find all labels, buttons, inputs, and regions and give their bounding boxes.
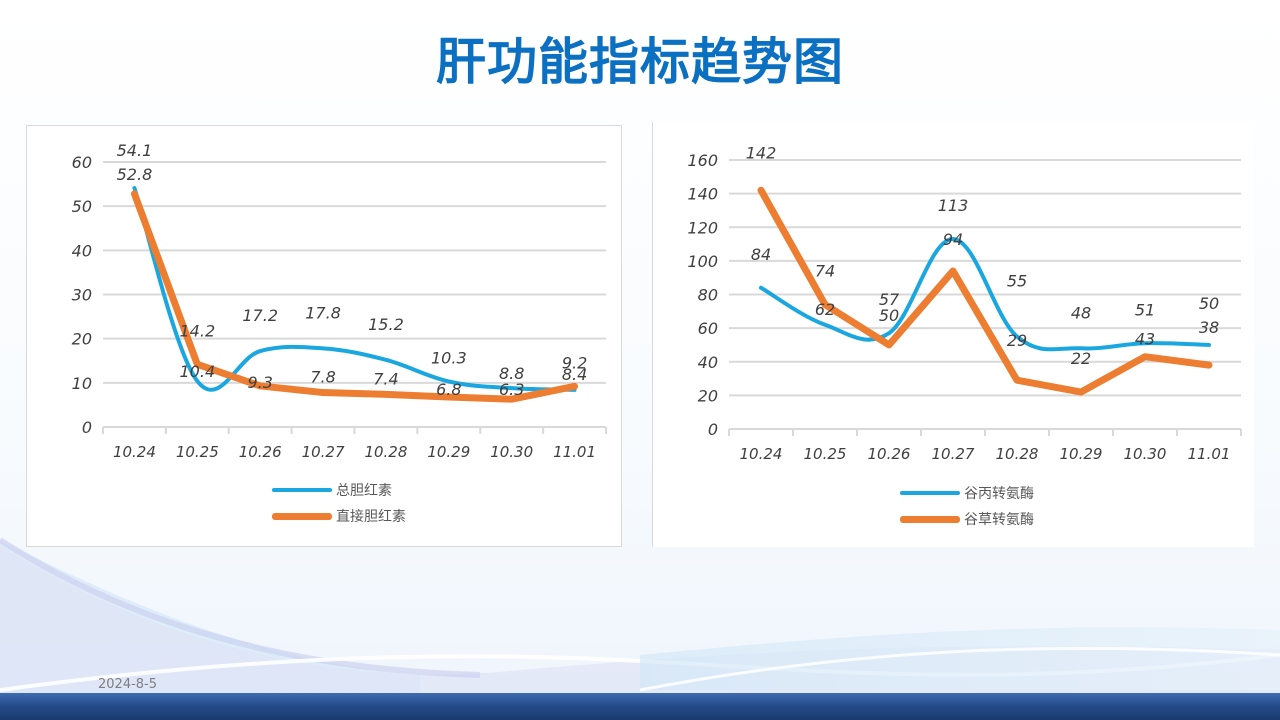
x-category-label: 11.01	[1188, 445, 1231, 463]
legend-item-total-bilirubin: 总胆红素	[272, 477, 406, 503]
orange-line-swatch-icon	[272, 512, 332, 520]
legend-label: 总胆红素	[336, 483, 392, 499]
slide-title: 肝功能指标趋势图	[436, 33, 844, 91]
transaminase-legend: 谷丙转氨酶 谷草转氨酶	[900, 480, 1034, 532]
data-label: 113	[938, 196, 969, 215]
data-label: 10.3	[431, 349, 467, 368]
x-category-label: 10.26	[868, 445, 911, 463]
y-tick-label: 20	[698, 386, 718, 405]
data-label: 48	[1071, 303, 1091, 322]
data-label: 142	[746, 143, 777, 162]
y-tick-label: 20	[72, 330, 92, 349]
data-label: 52.8	[117, 165, 153, 184]
x-category-label: 11.01	[553, 443, 596, 461]
orange-line-swatch-icon	[900, 515, 960, 523]
data-label: 84	[751, 245, 771, 264]
blue-line-swatch-icon	[272, 488, 332, 492]
data-label: 62	[815, 300, 835, 319]
footer-date: 2024-8-5	[98, 677, 158, 692]
y-tick-label: 0	[82, 418, 92, 437]
data-label: 8.4	[562, 365, 587, 384]
data-label: 29	[1007, 331, 1027, 350]
data-label: 94	[943, 230, 963, 249]
data-label: 43	[1135, 330, 1155, 349]
x-category-label: 10.25	[804, 445, 847, 463]
data-label: 51	[1135, 300, 1155, 319]
data-label: 6.8	[436, 380, 461, 399]
data-label: 7.8	[310, 368, 335, 387]
y-tick-label: 40	[72, 241, 92, 260]
orange-series-line	[130, 190, 579, 403]
x-category-label: 10.30	[1124, 445, 1167, 463]
data-label: 50	[1199, 294, 1219, 313]
x-category-label: 10.28	[364, 443, 407, 461]
legend-label: 直接胆红素	[336, 509, 406, 525]
x-category-label: 10.27	[932, 445, 975, 463]
x-category-label: 10.29	[427, 443, 470, 461]
orange-series-line	[757, 186, 1213, 396]
bilirubin-chart-panel	[26, 125, 622, 547]
blue-line-swatch-icon	[900, 491, 960, 495]
y-tick-label: 140	[687, 185, 718, 204]
data-label: 7.4	[373, 369, 398, 388]
y-tick-label: 0	[708, 420, 718, 439]
data-label: 74	[815, 262, 835, 281]
y-tick-label: 60	[72, 153, 92, 172]
data-label: 14.2	[180, 321, 216, 340]
data-label: 9.2	[562, 353, 587, 372]
data-label: 10.4	[180, 362, 216, 381]
y-tick-label: 30	[72, 286, 92, 305]
data-label: 57	[879, 290, 900, 309]
y-tick-label: 50	[72, 197, 92, 216]
data-label: 15.2	[368, 315, 404, 334]
y-tick-label: 10	[72, 374, 92, 393]
bilirubin-legend: 总胆红素 直接胆红素	[272, 477, 406, 529]
y-tick-label: 40	[698, 353, 718, 372]
data-label: 17.2	[242, 306, 278, 325]
x-category-label: 10.24	[113, 443, 156, 461]
data-label: 6.3	[499, 380, 524, 399]
legend-item-direct-bilirubin: 直接胆红素	[272, 503, 406, 529]
y-tick-label: 120	[687, 218, 718, 237]
data-label: 50	[879, 306, 899, 325]
bottom-bar	[0, 693, 1280, 720]
data-label: 22	[1071, 349, 1091, 368]
x-category-label: 10.28	[996, 445, 1039, 463]
data-label: 54.1	[117, 141, 153, 160]
data-label: 38	[1199, 318, 1219, 337]
data-label: 8.8	[499, 364, 524, 383]
data-label: 55	[1007, 272, 1027, 291]
data-label: 17.8	[305, 303, 341, 322]
data-label: 9.3	[247, 373, 272, 392]
y-tick-label: 160	[687, 151, 718, 170]
x-category-label: 10.27	[302, 443, 345, 461]
blue-series-line	[132, 186, 577, 392]
legend-item-alt: 谷丙转氨酶	[900, 480, 1034, 506]
x-category-label: 10.24	[740, 445, 783, 463]
x-category-label: 10.26	[239, 443, 282, 461]
y-tick-label: 80	[698, 286, 718, 305]
legend-label: 谷草转氨酶	[964, 512, 1034, 528]
legend-item-ast: 谷草转氨酶	[900, 506, 1034, 532]
y-tick-label: 60	[698, 319, 718, 338]
x-category-label: 10.25	[176, 443, 219, 461]
blue-series-line	[759, 237, 1211, 352]
y-tick-label: 100	[687, 252, 718, 271]
x-category-label: 10.29	[1060, 445, 1103, 463]
legend-label: 谷丙转氨酶	[964, 486, 1034, 502]
x-category-label: 10.30	[490, 443, 533, 461]
